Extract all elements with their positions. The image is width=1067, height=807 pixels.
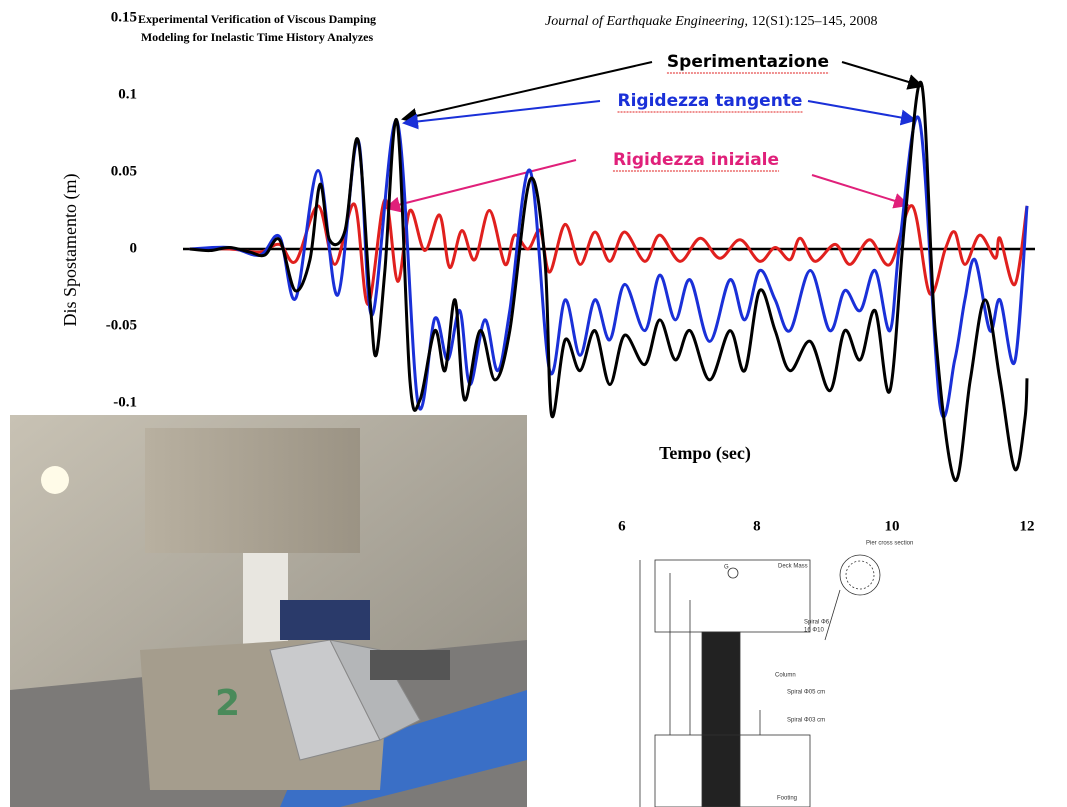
annotation-arrows [384,61,924,213]
photo: 2 [10,415,527,807]
y-tick-label: 0.15 [111,9,137,25]
drawing-label: Pier cross section [866,541,913,547]
journal: Journal of Earthquake Engineering [545,14,744,29]
drawing-label: Deck Mass [778,564,808,570]
arrow [811,174,910,209]
equipment [280,600,370,640]
photo-mark: 2 [215,683,240,724]
drawing: Deck Mass Pier cross section G Spiral Φ6 16 … [610,538,913,807]
drawing-label: Column [775,673,796,679]
y-tick-label: -0.05 [106,317,137,333]
x-tick-label: 8 [753,518,761,534]
arrow [401,61,653,124]
citation-detail: , 12(S1):125–145, 2008 [744,14,877,29]
annotation: Rigidezza iniziale [613,150,779,170]
column-reinforcement [701,631,741,807]
arrow [402,100,601,130]
arrow [807,100,917,126]
x-tick-label: 10 [884,518,899,534]
plot-area [183,80,1035,482]
drawing-label: Spiral Φ03 cm [787,718,825,724]
equipment [370,650,450,680]
drawing-label: G [724,565,729,571]
arrow [384,159,577,213]
drawing-label: 16 Φ10 [804,628,824,634]
pier-bars [845,560,875,590]
drawing-label: Footing [777,796,797,802]
drawing-background [610,538,905,807]
leader [824,589,841,641]
y-axis-label: Dis Spostamento (m) [60,174,81,327]
x-axis-label: Tempo (sec) [659,443,751,464]
x-tick-label: 6 [618,518,626,534]
arrow [841,61,924,90]
y-tick-label: 0.1 [118,86,137,102]
lamp [41,466,69,494]
paper-title: Experimental Verification of Viscous Dam… [138,12,376,26]
y-tick-label: 0.05 [111,163,137,179]
y-tick-label: 0 [130,240,138,256]
drawing-label: Spiral Φ6 [804,620,830,626]
citation: Journal of Earthquake Engineering, 12(S1… [545,14,877,29]
pier-section [839,554,881,596]
steel-plate [329,639,421,741]
footing-outline [654,734,811,807]
series-line [189,80,1029,482]
mass-center [727,567,739,579]
y-tick-label: -0.1 [113,394,137,410]
drawing-label: Spiral Φ05 cm [787,690,825,696]
paper-title: Modeling for Inelastic Time History Anal… [141,30,374,44]
x-tick-label: 12 [1020,518,1035,534]
annotation: Sperimentazione [667,52,829,72]
annotation: Rigidezza tangente [618,91,803,111]
deck-mass [145,428,360,553]
